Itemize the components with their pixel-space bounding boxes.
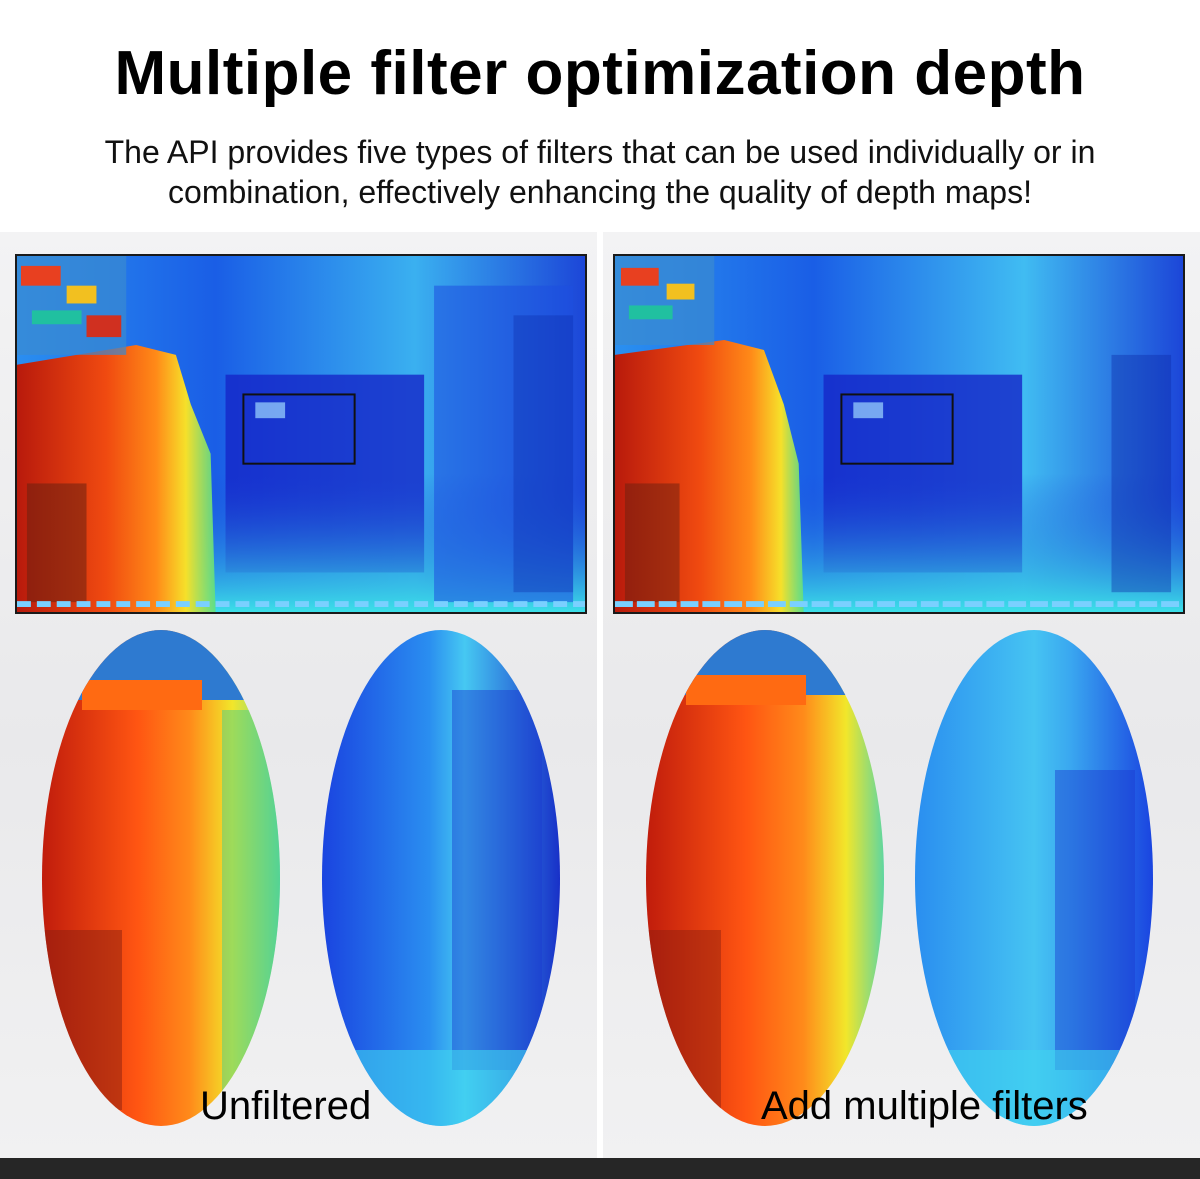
filtered-depth-map-image <box>613 254 1185 614</box>
filtered-depth-map-graphic <box>615 256 1183 612</box>
subtitle-line-2: combination, effectively enhancing the q… <box>168 174 1032 210</box>
bottom-bar <box>0 1158 1200 1179</box>
filtered-cool-closeup-graphic <box>915 630 1153 1126</box>
subtitle-line-1: The API provides five types of filters t… <box>104 134 1096 170</box>
filtered-closeup-cool-oval <box>915 630 1153 1126</box>
unfiltered-depth-map-graphic <box>17 256 585 612</box>
filtered-caption: Add multiple filters <box>761 1084 1088 1128</box>
filtered-panel: Add multiple filters <box>603 232 1200 1158</box>
unfiltered-depth-map-image <box>15 254 587 614</box>
unfiltered-caption: Unfiltered <box>200 1084 372 1128</box>
unfiltered-panel: Unfiltered <box>0 232 597 1158</box>
page-subtitle: The API provides five types of filters t… <box>0 132 1200 212</box>
filtered-closeup-warm-oval <box>646 630 884 1126</box>
unfiltered-cool-closeup-graphic <box>322 630 560 1126</box>
unfiltered-closeup-cool-oval <box>322 630 560 1126</box>
page-title: Multiple filter optimization depth <box>114 39 1086 108</box>
filtered-warm-closeup-graphic <box>646 630 884 1126</box>
unfiltered-warm-closeup-graphic <box>42 630 280 1126</box>
unfiltered-closeup-warm-oval <box>42 630 280 1126</box>
